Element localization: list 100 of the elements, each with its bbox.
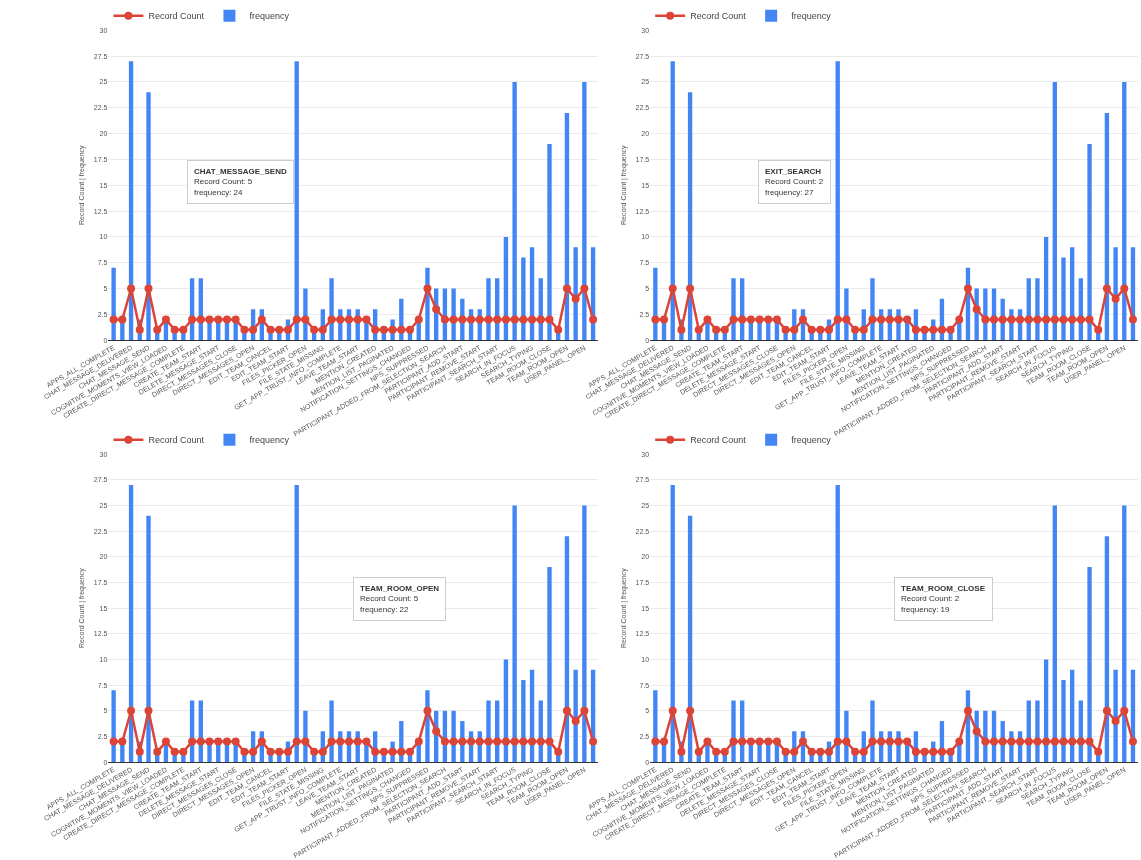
point (894, 315, 903, 324)
point (903, 737, 912, 746)
legend-label: frequency (791, 435, 832, 446)
point (746, 737, 755, 746)
point (755, 315, 764, 324)
point (851, 747, 860, 756)
point (397, 325, 406, 334)
point (651, 315, 660, 324)
point (1102, 706, 1111, 715)
point (423, 706, 432, 715)
point (406, 747, 415, 756)
point (1120, 706, 1129, 715)
bar (653, 690, 658, 763)
point (118, 737, 127, 746)
point (379, 325, 388, 334)
point (694, 747, 703, 756)
bar (582, 505, 587, 763)
point (266, 325, 275, 334)
point (170, 747, 179, 756)
point (764, 315, 773, 324)
point (562, 284, 571, 293)
point (580, 706, 589, 715)
point (109, 737, 118, 746)
point (362, 737, 371, 746)
point (816, 747, 825, 756)
point (161, 737, 170, 746)
point (153, 747, 162, 756)
bar (1087, 143, 1092, 341)
point (310, 747, 319, 756)
point (292, 315, 301, 324)
point (458, 737, 467, 746)
point (440, 737, 449, 746)
point (1076, 315, 1085, 324)
point (1033, 315, 1042, 324)
point (353, 315, 362, 324)
point (790, 747, 799, 756)
point (981, 737, 990, 746)
point (798, 315, 807, 324)
legend-label: Record Count (690, 435, 747, 446)
bar (547, 143, 552, 341)
point (144, 284, 153, 293)
legend-label: Record Count (148, 435, 205, 446)
point (963, 706, 972, 715)
point (240, 747, 249, 756)
point (388, 325, 397, 334)
point (885, 737, 894, 746)
point (440, 315, 449, 324)
point (946, 747, 955, 756)
bar (521, 679, 526, 763)
point (894, 737, 903, 746)
bar (146, 92, 151, 341)
point (196, 737, 205, 746)
point (353, 737, 362, 746)
point (528, 737, 537, 746)
point (414, 737, 423, 746)
point (475, 737, 484, 746)
bar (1052, 81, 1057, 341)
point (877, 737, 886, 746)
point (1111, 294, 1120, 303)
point (484, 315, 493, 324)
point (963, 284, 972, 293)
point (388, 747, 397, 756)
point (257, 315, 266, 324)
bar (835, 61, 840, 341)
point (729, 315, 738, 324)
point (677, 325, 686, 334)
bar (653, 267, 658, 341)
bar (111, 690, 116, 763)
point (1033, 737, 1042, 746)
point (712, 325, 721, 334)
point (214, 737, 223, 746)
point (1085, 315, 1094, 324)
point (807, 325, 816, 334)
point (554, 325, 563, 334)
point (1102, 284, 1111, 293)
point (562, 706, 571, 715)
legend-label: frequency (249, 435, 290, 446)
point (528, 315, 537, 324)
point (729, 737, 738, 746)
point (449, 315, 458, 324)
point (249, 747, 258, 756)
point (842, 315, 851, 324)
point (1059, 315, 1068, 324)
point (972, 305, 981, 314)
point (501, 737, 510, 746)
point (911, 747, 920, 756)
point (825, 325, 834, 334)
point (275, 325, 284, 334)
point (127, 706, 136, 715)
point (301, 737, 310, 746)
point (651, 737, 660, 746)
point (1094, 747, 1103, 756)
point (781, 325, 790, 334)
point (283, 747, 292, 756)
point (755, 737, 764, 746)
point (510, 737, 519, 746)
point (1007, 737, 1016, 746)
point (318, 747, 327, 756)
point (345, 737, 353, 746)
point (580, 284, 589, 293)
